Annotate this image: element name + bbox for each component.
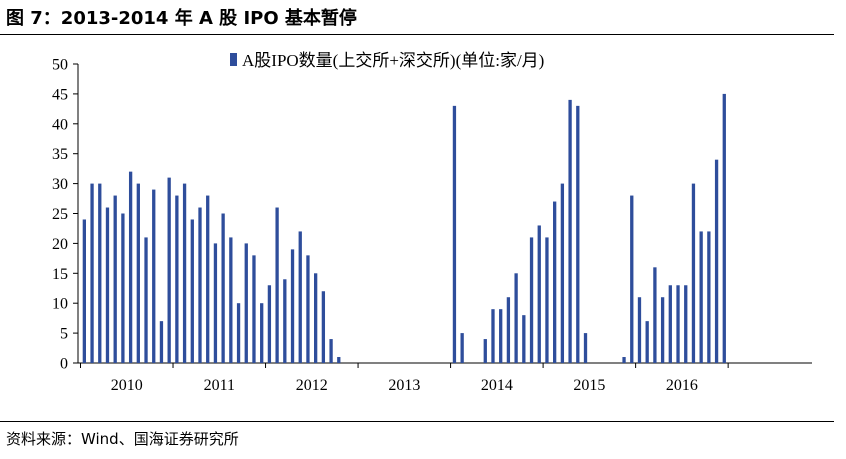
- bar: [622, 357, 626, 363]
- bar: [668, 285, 672, 363]
- title-divider: [0, 34, 834, 35]
- source-note: 资料来源：Wind、国海证券研究所: [6, 430, 239, 448]
- bar: [630, 195, 634, 363]
- y-tick-label: 25: [52, 206, 68, 223]
- legend-swatch: [230, 53, 237, 66]
- bar: [576, 105, 580, 364]
- bar: [660, 297, 665, 363]
- bar: [182, 183, 187, 363]
- bar: [499, 309, 503, 363]
- bar: [691, 183, 696, 363]
- y-tick-label: 15: [52, 266, 68, 283]
- legend: A股IPO数量(上交所+深交所)(单位:家/月): [230, 51, 544, 70]
- y-tick-label: 50: [52, 57, 68, 74]
- y-tick-label: 20: [52, 236, 68, 253]
- bar: [298, 231, 302, 363]
- y-axis: 0 5 10 15 20 25 30 35 40 45 50: [52, 57, 79, 373]
- bar: [545, 237, 549, 363]
- footer-divider: [0, 421, 834, 422]
- bar: [190, 219, 194, 363]
- bar: [144, 237, 148, 363]
- bar: [337, 357, 341, 363]
- bar: [260, 303, 264, 363]
- bar: [290, 249, 295, 363]
- y-tick-label: 35: [52, 146, 68, 163]
- x-tick-label: 2010: [111, 377, 143, 394]
- bar: [252, 255, 256, 363]
- bar: [522, 315, 526, 363]
- bar: [653, 267, 657, 363]
- y-tick-label: 30: [52, 176, 68, 193]
- bar-series: [82, 93, 726, 364]
- x-tick-label: 2013: [388, 377, 420, 394]
- bar: [113, 195, 117, 363]
- y-tick-label: 5: [60, 326, 68, 343]
- bar: [460, 333, 464, 363]
- y-tick-label: 0: [60, 356, 68, 373]
- bar: [175, 195, 179, 363]
- bar: [637, 297, 642, 363]
- x-tick-label: 2014: [481, 377, 513, 394]
- legend-label: A股IPO数量(上交所+深交所)(单位:家/月): [242, 51, 544, 70]
- bar: [329, 339, 333, 363]
- bar: [267, 285, 272, 363]
- bar: [676, 285, 680, 363]
- y-tick-label: 10: [52, 296, 68, 313]
- bar: [244, 243, 248, 363]
- bar: [321, 291, 326, 363]
- bar: [553, 201, 557, 363]
- y-tick-label: 40: [52, 116, 68, 133]
- bar: [699, 231, 703, 363]
- y-tick-label: 45: [52, 86, 68, 103]
- x-tick-label: 2015: [573, 377, 605, 394]
- bar: [722, 93, 726, 364]
- bar: [128, 171, 133, 363]
- bar: [537, 225, 541, 363]
- bar: [314, 273, 318, 363]
- x-tick-label: 2012: [296, 377, 328, 394]
- x-axis: 2010 2011 2012 2013 2014 2015 2016: [78, 362, 812, 394]
- bar: [483, 339, 487, 363]
- bar: [514, 273, 518, 363]
- x-tick-label: 2016: [666, 377, 698, 394]
- bar: [206, 195, 210, 363]
- bar: [491, 309, 495, 363]
- bar: [529, 237, 534, 363]
- bar: [82, 219, 86, 363]
- bar: [159, 321, 164, 363]
- bar: [152, 189, 156, 363]
- bar: [229, 237, 233, 363]
- bar: [506, 297, 511, 363]
- bar: [121, 213, 125, 363]
- bar: [283, 279, 287, 363]
- x-tick-label: 2011: [204, 377, 235, 394]
- bar: [568, 99, 572, 363]
- bar: [198, 207, 202, 363]
- bar: [136, 183, 140, 363]
- page-title: 图 7：2013-2014 年 A 股 IPO 基本暂停: [6, 8, 357, 29]
- bar: [221, 213, 225, 363]
- bar: [275, 207, 279, 363]
- bar: [645, 321, 649, 363]
- bar: [98, 183, 102, 363]
- bar: [167, 177, 171, 363]
- bar: [714, 159, 719, 363]
- bar: [306, 255, 310, 363]
- bar: [583, 333, 588, 363]
- bar: [90, 183, 94, 363]
- bar: [684, 285, 688, 363]
- bar: [452, 105, 457, 364]
- bar: [236, 303, 241, 363]
- bar: [213, 243, 218, 363]
- bar: [105, 207, 110, 363]
- bar: [560, 183, 565, 363]
- bar: [707, 231, 711, 363]
